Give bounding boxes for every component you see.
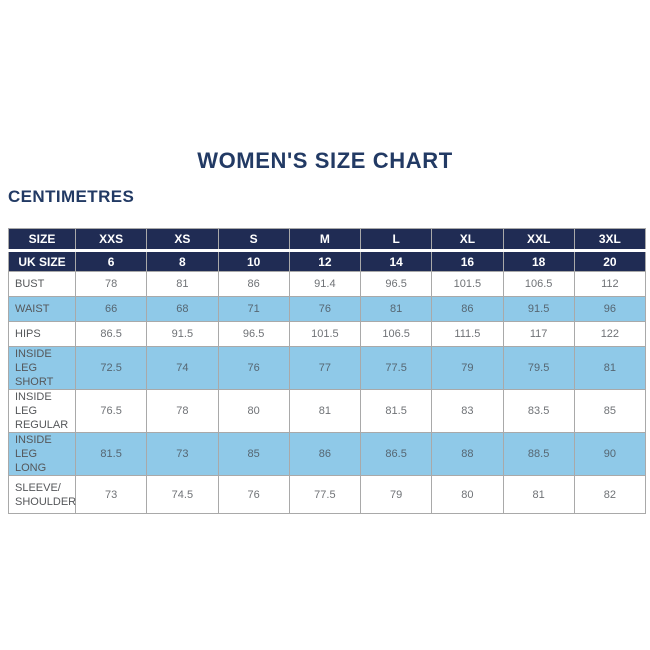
measurement-value: 86: [217, 271, 290, 297]
measurement-value: 117: [502, 321, 575, 347]
measurement-value: 83: [431, 389, 504, 433]
measurement-value: 76: [288, 296, 362, 322]
measurement-value: 96: [573, 296, 647, 322]
measurement-value: 101.5: [431, 271, 504, 297]
row-label: INSIDE LEG SHORT: [8, 346, 76, 390]
row-label: WAIST: [8, 296, 76, 322]
table-header: SIZE XXS XS S M L XL XXL 3XL UK SIZE 6 8 10 12 14 16 18 2…: [8, 228, 647, 272]
measurement-value: 96.5: [217, 321, 290, 347]
uk-size-value: 20: [573, 250, 647, 272]
measurement-value: 91.4: [288, 271, 362, 297]
measurement-value: 81: [502, 475, 575, 514]
measurement-value: 122: [573, 321, 647, 347]
uk-size-value: 8: [146, 250, 219, 272]
measurement-value: 72.5: [74, 346, 148, 390]
size-chart-table: SIZE XXS XS S M L XL XXL 3XL UK SIZE 6 8 10 12 14 16 18 2…: [8, 228, 647, 514]
measurement-value: 86.5: [359, 432, 433, 476]
size-column-xxl: XXL: [502, 228, 575, 252]
waist-row: WAIST 66 68 71 76 81 86 91.5 96: [8, 296, 647, 322]
measurement-value: 81: [573, 346, 647, 390]
size-header-row: SIZE XXS XS S M L XL XXL 3XL: [8, 228, 647, 252]
measurement-value: 77.5: [288, 475, 362, 514]
uk-size-value: 14: [359, 250, 433, 272]
measurement-value: 86: [431, 296, 504, 322]
measurement-value: 88: [431, 432, 504, 476]
measurement-value: 79: [431, 346, 504, 390]
measurement-value: 88.5: [502, 432, 575, 476]
measurement-value: 79: [359, 475, 433, 514]
size-column-l: L: [359, 228, 433, 252]
inside-leg-short-row: INSIDE LEG SHORT 72.5 74 76 77 77.5 79 79.5 81: [8, 346, 647, 390]
measurement-value: 82: [573, 475, 647, 514]
row-label: SLEEVE/ SHOULDER: [8, 475, 76, 514]
measurement-value: 91.5: [502, 296, 575, 322]
measurement-value: 76.5: [74, 389, 148, 433]
inside-leg-regular-row: INSIDE LEG REGULAR 76.5 78 80 81 81.5 83 83.5 85: [8, 389, 647, 433]
measurement-value: 68: [146, 296, 219, 322]
size-column-xxs: XXS: [74, 228, 148, 252]
measurement-value: 86.5: [74, 321, 148, 347]
measurement-value: 106.5: [359, 321, 433, 347]
uk-size-value: 18: [502, 250, 575, 272]
measurement-value: 73: [146, 432, 219, 476]
measurement-value: 81: [146, 271, 219, 297]
measurement-value: 66: [74, 296, 148, 322]
size-column-xs: XS: [146, 228, 219, 252]
measurement-value: 77: [288, 346, 362, 390]
measurement-value: 78: [146, 389, 219, 433]
measurement-value: 81: [359, 296, 433, 322]
measurement-value: 83.5: [502, 389, 575, 433]
measurement-value: 111.5: [431, 321, 504, 347]
measurement-value: 74.5: [146, 475, 219, 514]
uk-size-label: UK SIZE: [8, 250, 76, 272]
uk-size-value: 12: [288, 250, 362, 272]
measurement-value: 80: [431, 475, 504, 514]
measurement-value: 106.5: [502, 271, 575, 297]
uk-size-value: 16: [431, 250, 504, 272]
table-body: BUST 78 81 86 91.4 96.5 101.5 106.5 112 WAIST 66 68…: [8, 271, 647, 514]
size-column-3xl: 3XL: [573, 228, 647, 252]
size-column-m: M: [288, 228, 362, 252]
measurement-value: 81.5: [74, 432, 148, 476]
row-label: HIPS: [8, 321, 76, 347]
size-column-xl: XL: [431, 228, 504, 252]
uk-size-header-row: UK SIZE 6 8 10 12 14 16 18 20: [8, 250, 647, 272]
row-label: BUST: [8, 271, 76, 297]
measurement-value: 85: [573, 389, 647, 433]
inside-leg-long-row: INSIDE LEG LONG 81.5 73 85 86 86.5 88 88.5 90: [8, 432, 647, 476]
measurement-value: 85: [217, 432, 290, 476]
bust-row: BUST 78 81 86 91.4 96.5 101.5 106.5 112: [8, 271, 647, 297]
size-column-s: S: [217, 228, 290, 252]
measurement-value: 80: [217, 389, 290, 433]
unit-heading: CENTIMETRES: [8, 187, 135, 206]
measurement-value: 90: [573, 432, 647, 476]
row-label: INSIDE LEG REGULAR: [8, 389, 76, 433]
measurement-value: 76: [217, 475, 290, 514]
size-header-label: SIZE: [8, 228, 76, 252]
uk-size-value: 10: [217, 250, 290, 272]
measurement-value: 79.5: [502, 346, 575, 390]
measurement-value: 101.5: [288, 321, 362, 347]
measurement-value: 86: [288, 432, 362, 476]
measurement-value: 96.5: [359, 271, 433, 297]
measurement-value: 81: [288, 389, 362, 433]
measurement-value: 91.5: [146, 321, 219, 347]
page-title: WOMEN'S SIZE CHART: [197, 148, 453, 173]
measurement-value: 112: [573, 271, 647, 297]
measurement-value: 73: [74, 475, 148, 514]
measurement-value: 78: [74, 271, 148, 297]
measurement-value: 76: [217, 346, 290, 390]
row-label: INSIDE LEG LONG: [8, 432, 76, 476]
hips-row: HIPS 86.5 91.5 96.5 101.5 106.5 111.5 117 122: [8, 321, 647, 347]
measurement-value: 74: [146, 346, 219, 390]
measurement-value: 71: [217, 296, 290, 322]
measurement-value: 81.5: [359, 389, 433, 433]
uk-size-value: 6: [74, 250, 148, 272]
measurement-value: 77.5: [359, 346, 433, 390]
sleeve-shoulder-row: SLEEVE/ SHOULDER 73 74.5 76 77.5 79 80 81 82: [8, 475, 647, 514]
